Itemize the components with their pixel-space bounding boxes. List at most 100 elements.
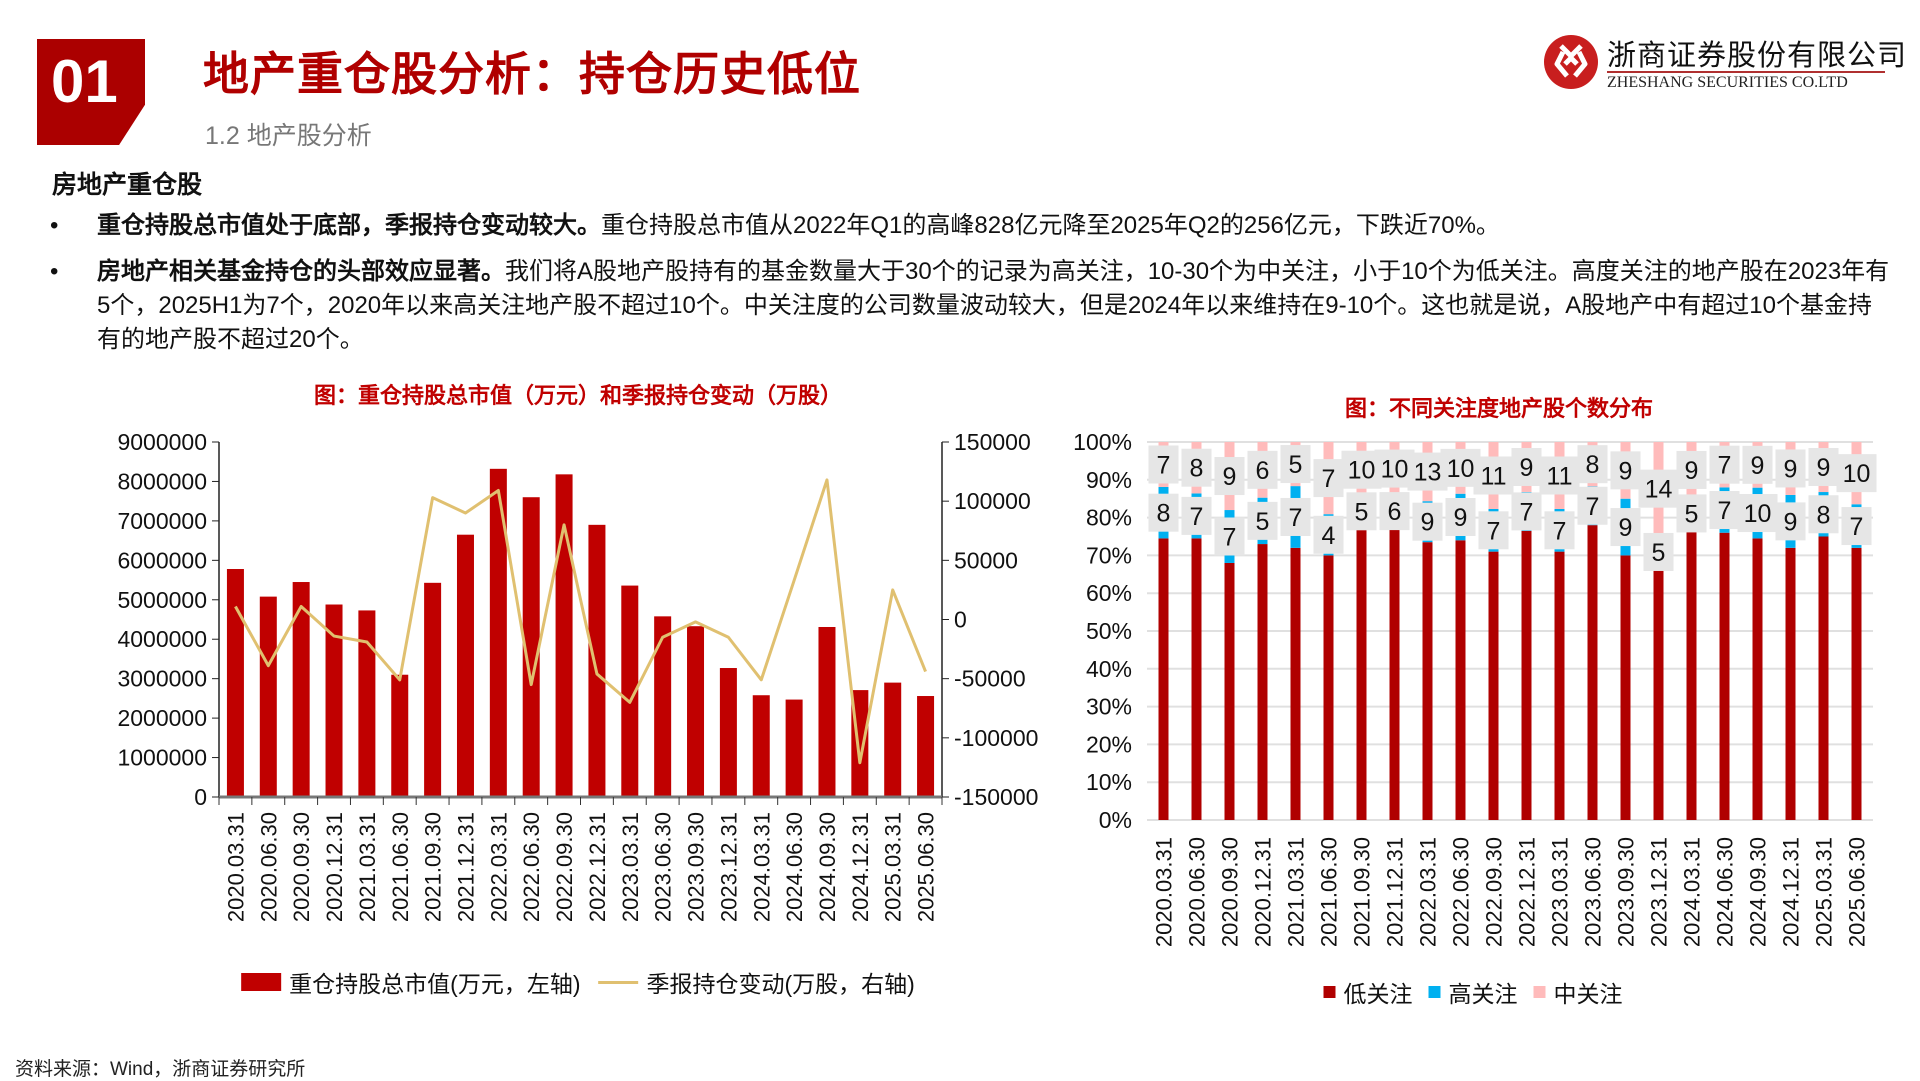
- legend-high-label: 高关注: [1449, 975, 1518, 1009]
- legend-low-swatch: [1324, 986, 1336, 998]
- right-y-tick-label: -100000: [954, 725, 1038, 751]
- high-attention-label: 7: [1718, 497, 1732, 525]
- left-y-tick-label: 0: [194, 784, 207, 810]
- high-attention-label: 10: [1744, 500, 1772, 528]
- high-attention-label: 8: [1817, 501, 1831, 529]
- legend-low-label: 低关注: [1344, 975, 1413, 1009]
- left-chart-legend: 重仓持股总市值(万元，左轴) 季报持仓变动(万股，右轴): [241, 965, 915, 999]
- mid-attention-label: 9: [1751, 452, 1765, 480]
- right-y-tick-label: 90%: [1086, 467, 1132, 493]
- low-attention-bar: [1555, 552, 1565, 820]
- left-x-tick-label: 2025.03.31: [881, 812, 906, 922]
- high-attention-label: 9: [1619, 514, 1633, 542]
- right-y-tick-label: 100%: [1073, 429, 1132, 455]
- right-y-tick-label: 40%: [1086, 656, 1132, 682]
- mid-attention-label: 8: [1586, 451, 1600, 479]
- mid-attention-label: 8: [1190, 455, 1204, 483]
- mid-attention-label: 9: [1520, 454, 1534, 482]
- high-attention-label: 7: [1850, 513, 1864, 541]
- low-attention-bar: [1423, 542, 1433, 820]
- mid-attention-label: 7: [1322, 465, 1336, 493]
- left-y-tick-label: 5000000: [117, 587, 207, 613]
- mid-attention-label: 10: [1843, 460, 1871, 488]
- left-y-tick-label: 3000000: [117, 666, 207, 692]
- left-x-tick-label: 2023.09.30: [684, 812, 709, 922]
- market-value-bar: [917, 696, 934, 797]
- legend-bar-label: 重仓持股总市值(万元，左轴): [289, 965, 580, 999]
- market-value-bar: [358, 610, 375, 797]
- low-attention-bar: [1390, 527, 1400, 820]
- right-x-tick-label: 2020.06.30: [1185, 837, 1210, 947]
- right-y-tick-label: -50000: [954, 666, 1026, 692]
- right-y-tick-label: 50000: [954, 547, 1018, 573]
- left-x-tick-label: 2020.12.31: [322, 812, 347, 922]
- low-attention-bar: [1159, 538, 1169, 820]
- right-x-tick-label: 2022.09.30: [1482, 837, 1507, 947]
- low-attention-bar: [1654, 569, 1664, 820]
- right-y-tick-label: 20%: [1086, 731, 1132, 757]
- mid-attention-label: 9: [1817, 454, 1831, 482]
- mid-attention-label: 11: [1547, 462, 1573, 490]
- right-y-tick-label: -150000: [954, 784, 1038, 810]
- high-attention-label: 7: [1223, 524, 1237, 552]
- left-x-tick-label: 2022.12.31: [585, 812, 610, 922]
- left-x-tick-label: 2021.09.30: [421, 812, 446, 922]
- left-y-tick-label: 9000000: [117, 429, 207, 455]
- low-attention-bar: [1753, 538, 1763, 820]
- low-attention-bar: [1192, 538, 1202, 820]
- left-y-tick-label: 4000000: [117, 626, 207, 652]
- left-x-tick-label: 2022.09.30: [552, 812, 577, 922]
- right-y-tick-label: 150000: [954, 429, 1031, 455]
- low-attention-bar: [1852, 548, 1862, 820]
- high-attention-label: 9: [1784, 508, 1798, 536]
- mid-attention-label: 13: [1414, 459, 1442, 487]
- low-attention-bar: [1819, 537, 1829, 821]
- legend-mid-swatch: [1534, 986, 1546, 998]
- left-x-tick-label: 2025.06.30: [914, 812, 939, 922]
- mid-attention-label: 10: [1381, 456, 1409, 484]
- right-y-tick-label: 30%: [1086, 694, 1132, 720]
- right-y-tick-label: 80%: [1086, 505, 1132, 531]
- market-value-bar: [326, 605, 343, 797]
- left-x-tick-label: 2024.03.31: [749, 812, 774, 922]
- right-y-tick-label: 0%: [1099, 807, 1132, 833]
- left-x-tick-label: 2022.03.31: [486, 812, 511, 922]
- left-x-tick-label: 2021.12.31: [453, 812, 478, 922]
- market-value-bar: [260, 597, 277, 797]
- market-value-bar: [457, 535, 474, 797]
- right-x-tick-label: 2024.03.31: [1680, 837, 1705, 947]
- left-x-tick-label: 2021.03.31: [355, 812, 380, 922]
- mid-attention-label: 6: [1256, 457, 1270, 485]
- right-x-tick-label: 2025.06.30: [1845, 837, 1870, 947]
- high-attention-label: 5: [1355, 498, 1369, 526]
- market-value-bar: [786, 700, 803, 797]
- low-attention-bar: [1786, 548, 1796, 820]
- right-x-tick-label: 2020.12.31: [1251, 837, 1276, 947]
- right-y-tick-label: 50%: [1086, 618, 1132, 644]
- high-attention-label: 9: [1421, 509, 1435, 537]
- left-x-tick-label: 2023.12.31: [716, 812, 741, 922]
- mid-attention-label: 7: [1718, 452, 1732, 480]
- low-attention-bar: [1489, 552, 1499, 820]
- high-attention-label: 5: [1685, 500, 1699, 528]
- mid-attention-label: 10: [1447, 455, 1475, 483]
- high-attention-label: 7: [1586, 493, 1600, 521]
- right-x-tick-label: 2023.03.31: [1548, 837, 1573, 947]
- left-x-tick-label: 2024.06.30: [782, 812, 807, 922]
- right-chart-legend: 低关注 高关注 中关注: [1324, 975, 1623, 1009]
- left-x-tick-label: 2020.09.30: [289, 812, 314, 922]
- legend-line-label: 季报持仓变动(万股，右轴): [647, 965, 915, 999]
- market-value-bar: [654, 616, 671, 797]
- high-attention-label: 7: [1289, 504, 1303, 532]
- left-y-tick-label: 7000000: [117, 508, 207, 534]
- market-value-bar: [556, 474, 573, 797]
- right-x-tick-label: 2021.12.31: [1383, 837, 1408, 947]
- right-x-tick-label: 2022.06.30: [1449, 837, 1474, 947]
- mid-attention-label: 7: [1157, 451, 1171, 479]
- market-value-bar: [588, 525, 605, 797]
- market-value-bar: [424, 583, 441, 797]
- low-attention-bar: [1687, 529, 1697, 820]
- left-x-tick-label: 2022.06.30: [519, 812, 544, 922]
- legend-line-swatch: [599, 981, 639, 984]
